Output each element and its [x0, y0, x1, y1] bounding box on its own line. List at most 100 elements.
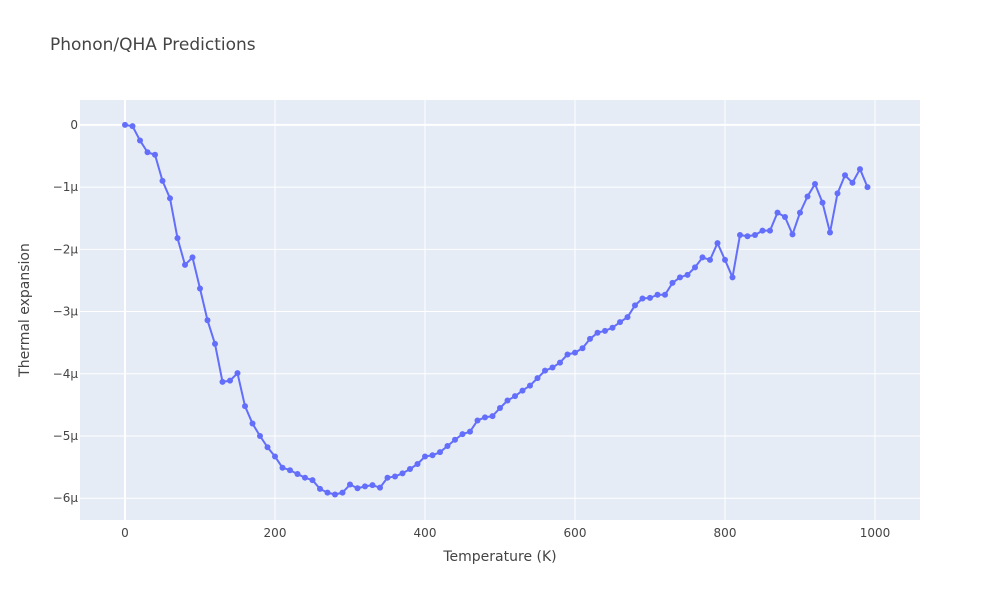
data-point [324, 489, 331, 496]
data-point [572, 349, 578, 356]
data-point [159, 177, 166, 184]
data-point [137, 137, 143, 144]
data-point [662, 291, 668, 298]
y-tick-label: −3μ [53, 305, 79, 319]
data-point [819, 199, 826, 206]
data-point [699, 254, 706, 261]
y-tick-label: 0 [70, 118, 78, 132]
data-point [227, 377, 233, 384]
data-point [827, 229, 833, 236]
data-point [752, 232, 758, 239]
x-tick-label: 1000 [860, 526, 891, 540]
data-point [774, 209, 781, 216]
data-point [797, 209, 803, 216]
data-point [182, 261, 188, 268]
y-tick-label: −1μ [53, 180, 79, 194]
data-point [579, 345, 586, 352]
data-point [587, 335, 593, 342]
data-point [347, 481, 353, 488]
data-point [399, 470, 406, 477]
data-point [369, 482, 376, 489]
data-point [497, 405, 503, 411]
data-point [437, 449, 443, 456]
data-point [617, 319, 623, 326]
data-point [452, 436, 458, 443]
data-point [534, 375, 541, 382]
data-point [564, 351, 571, 358]
data-point [632, 302, 638, 309]
x-tick-label: 0 [121, 526, 129, 540]
data-point [677, 274, 683, 281]
data-point [842, 172, 848, 179]
y-tick-label: −4μ [53, 367, 79, 381]
x-tick-labels: 0 200 400 600 800 1000 [121, 526, 890, 540]
data-point [692, 264, 698, 271]
data-point [264, 444, 271, 451]
data-point [744, 233, 751, 240]
data-point [489, 413, 496, 420]
data-point [287, 467, 293, 474]
data-point [737, 232, 743, 239]
data-point [414, 461, 421, 467]
y-axis-label: Thermal expansion [17, 243, 33, 378]
series-layer [124, 123, 869, 496]
data-point [459, 431, 466, 438]
data-point [219, 378, 226, 385]
data-point [639, 295, 646, 302]
data-point [519, 387, 526, 394]
data-point [804, 193, 811, 200]
data-point [302, 474, 308, 481]
data-point [384, 474, 391, 481]
data-point [549, 364, 556, 371]
data-point [294, 470, 301, 477]
x-tick-label: 200 [264, 526, 287, 540]
data-point [189, 254, 196, 261]
y-tick-label: −2μ [53, 242, 79, 256]
data-point [722, 256, 728, 263]
x-tick-label: 400 [414, 526, 437, 540]
data-point [332, 491, 338, 498]
data-point [527, 382, 533, 389]
data-point [812, 181, 818, 187]
data-point [444, 442, 451, 449]
data-point [864, 184, 871, 191]
data-point [557, 359, 563, 366]
data-point [392, 473, 398, 480]
y-tick-labels: 0 −1μ −2μ −3μ −4μ −5μ −6μ [53, 118, 79, 505]
data-point [279, 464, 286, 471]
data-point [354, 485, 361, 492]
data-point [167, 195, 173, 202]
data-point [309, 477, 316, 484]
x-tick-label: 800 [714, 526, 737, 540]
data-point [782, 213, 788, 220]
data-point [129, 123, 136, 130]
x-tick-label: 600 [564, 526, 587, 540]
data-point [759, 227, 766, 234]
data-point [684, 271, 691, 278]
plot-area [80, 100, 920, 520]
data-point [602, 327, 608, 334]
data-point [257, 433, 263, 439]
series-line [124, 123, 869, 496]
data-point [212, 340, 218, 347]
data-point [152, 151, 158, 158]
data-point [234, 370, 241, 377]
data-point [467, 428, 473, 435]
data-point [714, 240, 721, 247]
data-point [144, 149, 151, 156]
data-point [594, 329, 601, 336]
data-point [707, 256, 713, 263]
chart-title: Phonon/QHA Predictions [50, 35, 256, 55]
data-point [542, 367, 548, 374]
grid-layer [80, 100, 920, 520]
data-point [377, 484, 383, 491]
data-point [609, 324, 616, 331]
data-point [422, 453, 428, 460]
data-point [429, 452, 436, 459]
data-point [669, 279, 676, 286]
y-tick-label: −6μ [53, 491, 79, 505]
x-axis-label: Temperature (K) [442, 549, 556, 565]
data-point [339, 489, 346, 496]
data-point [729, 274, 736, 281]
